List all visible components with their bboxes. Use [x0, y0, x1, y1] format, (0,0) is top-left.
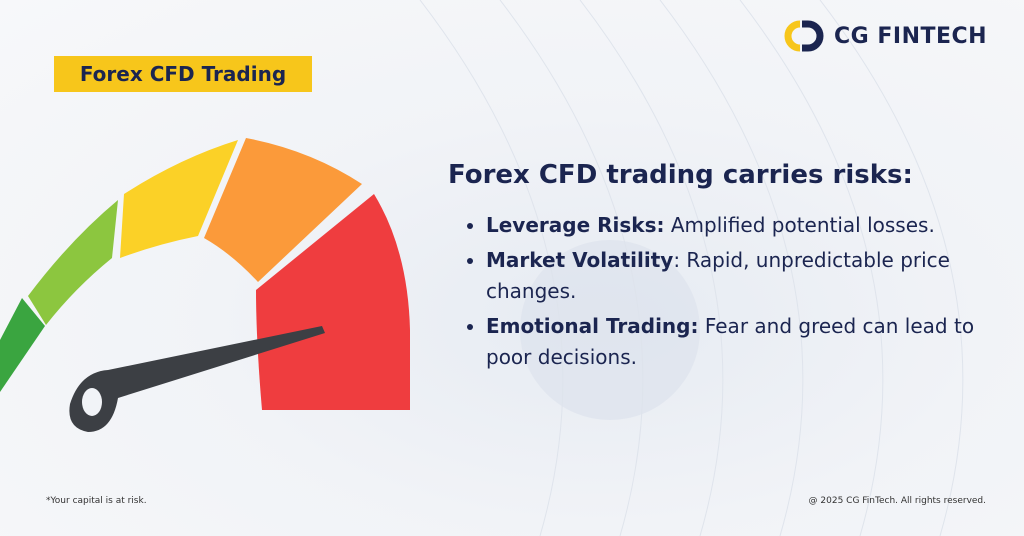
risk-text: Amplified potential losses.: [664, 213, 935, 237]
copyright: @ 2025 CG FinTech. All rights reserved.: [808, 496, 986, 506]
risk-item: Emotional Trading: Fear and greed can le…: [486, 311, 1006, 373]
risk-text: : Rapid, unpredictable price changes.: [486, 248, 950, 303]
badge: Forex CFD Trading: [54, 56, 312, 92]
risk-item: Leverage Risks: Amplified potential loss…: [486, 210, 1006, 241]
heading: Forex CFD trading carries risks:: [448, 160, 913, 190]
risk-text: Fear and greed can lead to poor decision…: [486, 314, 975, 369]
gauge-segment: [204, 138, 362, 282]
gauge-segment: [28, 200, 118, 325]
needle-hole: [82, 388, 102, 416]
risk-title: Emotional Trading:: [486, 314, 699, 338]
risk-item: Market Volatility: Rapid, unpredictable …: [486, 245, 1006, 307]
logo-mark: [784, 20, 824, 52]
needle: [69, 326, 325, 432]
background-lines: [419, 0, 964, 536]
gauge-segment: [120, 140, 238, 258]
logo: CG FINTECH: [778, 18, 987, 54]
gauge-segment: [256, 194, 410, 410]
disclaimer: *Your capital is at risk.: [46, 496, 147, 506]
globe: [520, 240, 700, 420]
risk-list: Leverage Risks: Amplified potential loss…: [462, 210, 1006, 377]
risk-title: Leverage Risks:: [486, 213, 665, 237]
logo-text: CG FINTECH: [834, 23, 988, 49]
risk-title: Market Volatility: [486, 248, 674, 272]
gauge-segment: [0, 298, 45, 392]
